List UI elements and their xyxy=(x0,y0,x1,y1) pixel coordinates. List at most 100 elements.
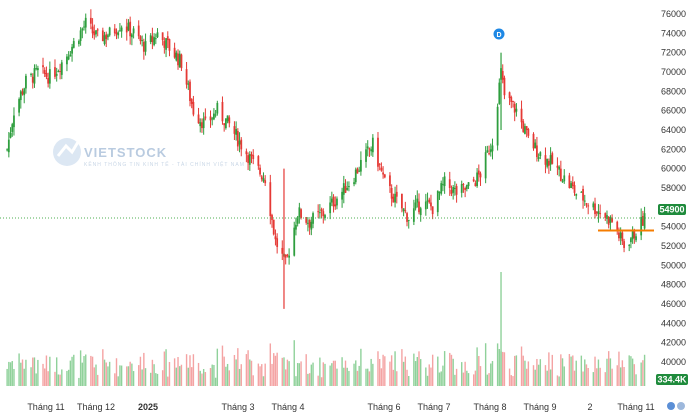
volume-bar xyxy=(95,364,97,386)
volume-bar xyxy=(402,361,405,386)
candle-body xyxy=(512,101,514,102)
volume-bar xyxy=(175,367,178,386)
candle-body xyxy=(117,32,120,36)
volume-bar xyxy=(392,369,395,386)
candle-body xyxy=(431,206,434,215)
candle-body xyxy=(358,170,361,172)
candle-body xyxy=(443,176,446,187)
candle-body xyxy=(96,29,99,31)
candle-body xyxy=(628,245,631,247)
candle-body xyxy=(380,167,383,171)
candle-body xyxy=(563,175,566,182)
volume-bar xyxy=(240,364,242,386)
candle-body xyxy=(453,188,456,189)
volume-bar xyxy=(596,368,598,386)
scroll-right-icon[interactable] xyxy=(677,402,685,410)
candle-body xyxy=(621,232,624,242)
volume-bar xyxy=(544,365,547,386)
candle-body xyxy=(401,193,403,209)
volume-bar xyxy=(115,358,118,386)
volume-bar xyxy=(30,367,32,386)
price-tick-label: 42000 xyxy=(661,338,686,348)
volume-bar xyxy=(551,354,553,386)
volume-bar xyxy=(127,366,130,386)
candle-body xyxy=(640,217,643,236)
volume-bar xyxy=(44,368,46,386)
candle-body xyxy=(166,36,169,41)
candle-body xyxy=(489,149,492,153)
volume-bar xyxy=(563,366,565,386)
volume-bar xyxy=(55,357,58,386)
candle-body xyxy=(366,146,369,149)
candle-body xyxy=(312,213,314,224)
volume-bar xyxy=(503,352,506,386)
candle-body xyxy=(392,196,395,203)
volume-bar xyxy=(165,349,167,386)
candle-body xyxy=(342,183,345,195)
candle-body xyxy=(252,155,255,159)
volume-bar xyxy=(606,358,608,386)
candle-body xyxy=(60,62,63,75)
candle-body xyxy=(359,159,362,172)
candle-body xyxy=(472,179,475,182)
dividend-marker[interactable]: D xyxy=(493,28,505,40)
candle-body xyxy=(214,114,217,116)
volume-bar xyxy=(151,359,154,386)
time-tick-label: Tháng 3 xyxy=(221,402,254,412)
candle-body xyxy=(496,106,499,146)
candle-body xyxy=(549,155,552,165)
volume-bar xyxy=(628,355,630,386)
volume-bar xyxy=(296,363,299,386)
volume-bar xyxy=(21,359,24,386)
dividend-icon[interactable] xyxy=(493,28,505,40)
candle-body xyxy=(484,152,487,179)
volume-bar xyxy=(496,343,499,386)
candle-body xyxy=(389,175,391,187)
candle-body xyxy=(424,201,427,210)
volume-bar xyxy=(549,369,552,386)
volume-bar xyxy=(420,359,422,386)
candle-body xyxy=(378,163,381,165)
volume-bar xyxy=(85,354,87,386)
candle-body xyxy=(318,212,321,214)
volume-bar xyxy=(6,368,8,386)
price-tick-label: 60000 xyxy=(661,164,686,174)
candle-body xyxy=(559,168,562,182)
candle-body xyxy=(307,222,309,224)
volume-bar xyxy=(524,360,526,386)
candle-body xyxy=(281,247,284,254)
candle-body xyxy=(31,76,34,83)
volume-bar xyxy=(329,365,331,386)
volume-bar xyxy=(273,353,275,386)
candle-body xyxy=(324,215,326,218)
volume-bar xyxy=(556,375,559,386)
volume-bar xyxy=(623,366,625,386)
candle-body xyxy=(18,99,20,113)
candle-body xyxy=(153,37,156,45)
volume-bar xyxy=(568,353,571,386)
candle-body xyxy=(587,205,590,207)
scroll-left-icon[interactable] xyxy=(667,402,675,410)
candle-body xyxy=(79,30,82,42)
volume-bar xyxy=(353,363,355,386)
candle-body xyxy=(161,32,164,41)
last-volume-label: 334.4K xyxy=(657,375,687,385)
scroll-controls[interactable] xyxy=(667,402,685,410)
volume-bar xyxy=(37,359,39,386)
volume-bar xyxy=(358,365,360,386)
candle-body xyxy=(197,114,200,124)
candle-body xyxy=(213,113,215,120)
volume-bar xyxy=(308,373,311,386)
volume-bar xyxy=(570,356,572,386)
volume-bar xyxy=(324,363,326,386)
candle-body xyxy=(382,172,385,175)
volume-bar xyxy=(344,360,347,386)
candle-body xyxy=(262,178,265,182)
candle-body xyxy=(390,188,393,199)
volume-bar xyxy=(607,351,610,386)
candle-body xyxy=(630,238,632,243)
volume-bar xyxy=(312,362,314,386)
candle-body xyxy=(346,188,349,190)
volume-bar xyxy=(332,360,335,386)
